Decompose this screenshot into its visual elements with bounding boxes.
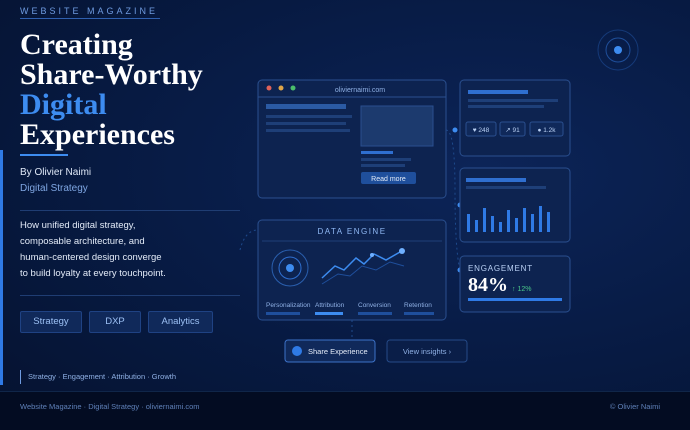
decoration bbox=[529, 121, 564, 137]
decoration bbox=[452, 127, 458, 133]
decoration bbox=[483, 208, 486, 232]
share-label[interactable]: Share Experience bbox=[308, 347, 368, 356]
illustration: oliviernaimi.com Read more ♥ 248 ↗ 91 ● … bbox=[239, 29, 639, 363]
decoration bbox=[597, 29, 639, 71]
decoration bbox=[614, 46, 622, 54]
title-rule bbox=[20, 154, 68, 156]
browser-url: oliviernaimi.com bbox=[335, 87, 385, 94]
decoration bbox=[315, 312, 343, 315]
engagement-value: 84% bbox=[468, 274, 508, 296]
stat: ● 1.2k bbox=[537, 127, 556, 134]
title-line: Share-Worthy bbox=[20, 58, 203, 91]
topics: Strategy · Engagement · Attribution · Gr… bbox=[20, 370, 176, 384]
engine-label: Conversion bbox=[358, 302, 391, 309]
role: Digital Strategy bbox=[20, 183, 88, 194]
stat: ↗ 91 bbox=[505, 127, 520, 134]
decoration bbox=[468, 298, 562, 301]
share-button[interactable] bbox=[284, 339, 376, 363]
decoration bbox=[531, 214, 534, 232]
description-line: composable architecture, and bbox=[20, 236, 145, 247]
decoration bbox=[361, 164, 405, 167]
decoration bbox=[360, 105, 434, 147]
decoration bbox=[266, 85, 272, 91]
divider bbox=[20, 210, 240, 211]
decoration bbox=[239, 229, 259, 251]
decoration bbox=[361, 158, 411, 161]
kicker-rule bbox=[20, 18, 160, 19]
decoration bbox=[499, 222, 502, 232]
decoration bbox=[266, 122, 346, 125]
decoration bbox=[468, 99, 558, 102]
decoration bbox=[499, 121, 526, 137]
decoration bbox=[278, 85, 284, 91]
divider bbox=[20, 295, 240, 296]
description-line: human-centered design converge bbox=[20, 252, 162, 263]
decoration bbox=[257, 219, 447, 321]
decoration bbox=[507, 210, 510, 232]
footer-left: Website Magazine · Digital Strategy · ol… bbox=[20, 402, 200, 411]
decoration bbox=[358, 312, 392, 315]
engagement-change: ↑ 12% bbox=[512, 286, 531, 293]
decoration bbox=[467, 206, 550, 232]
decoration bbox=[370, 253, 374, 257]
decoration bbox=[404, 312, 434, 315]
decoration bbox=[266, 104, 346, 109]
decoration bbox=[399, 248, 405, 254]
engagement-title: ENGAGEMENT bbox=[468, 264, 533, 273]
engine-label: Personalization bbox=[266, 302, 311, 309]
decoration bbox=[466, 186, 546, 189]
decoration bbox=[547, 212, 550, 232]
decoration bbox=[465, 121, 497, 137]
author: By Olivier Naimi bbox=[20, 167, 92, 178]
decoration bbox=[266, 129, 350, 132]
insights-button[interactable] bbox=[386, 339, 468, 363]
engine-label: Attribution bbox=[315, 302, 345, 309]
description: How unified digital strategy, composable… bbox=[20, 218, 210, 282]
title-line: Creating bbox=[20, 28, 133, 61]
decoration bbox=[266, 312, 300, 315]
decoration bbox=[271, 249, 309, 287]
decoration bbox=[239, 129, 461, 340]
read-more-label[interactable]: Read more bbox=[371, 176, 406, 183]
decoration bbox=[278, 256, 302, 280]
decoration bbox=[286, 264, 294, 272]
engine-title: DATA ENGINE bbox=[317, 227, 386, 236]
decoration bbox=[605, 37, 631, 63]
decoration bbox=[539, 206, 542, 232]
decoration bbox=[321, 251, 401, 279]
stat: ♥ 248 bbox=[473, 127, 490, 134]
decoration bbox=[468, 90, 528, 94]
read-more-button[interactable] bbox=[361, 172, 416, 184]
decoration bbox=[467, 214, 470, 232]
footer-right: © Olivier Naimi bbox=[609, 402, 660, 411]
decoration bbox=[361, 151, 393, 154]
insights-label[interactable]: View insights › bbox=[403, 347, 452, 356]
tag[interactable]: Analytics bbox=[148, 311, 213, 333]
description-line: to build loyalty at every touchpoint. bbox=[20, 268, 166, 279]
kicker: WEBSITE MAGAZINE bbox=[20, 6, 159, 16]
decoration bbox=[515, 218, 518, 232]
decoration bbox=[292, 346, 302, 356]
decoration bbox=[491, 216, 494, 232]
decoration bbox=[475, 220, 478, 232]
decoration bbox=[290, 85, 296, 91]
decoration bbox=[445, 129, 461, 271]
description-line: How unified digital strategy, bbox=[20, 220, 136, 231]
decoration bbox=[321, 261, 405, 285]
tag[interactable]: DXP bbox=[89, 311, 141, 333]
decoration bbox=[468, 105, 544, 108]
title-line: Digital bbox=[20, 88, 107, 121]
decoration bbox=[266, 115, 352, 118]
decoration bbox=[597, 29, 639, 71]
title-line: Experiences bbox=[20, 118, 175, 151]
accent-bar bbox=[0, 150, 3, 385]
tag[interactable]: Strategy bbox=[20, 311, 82, 333]
decoration bbox=[466, 178, 526, 182]
decoration bbox=[523, 208, 526, 232]
footer bbox=[0, 391, 690, 430]
engine-label: Retention bbox=[404, 302, 432, 309]
